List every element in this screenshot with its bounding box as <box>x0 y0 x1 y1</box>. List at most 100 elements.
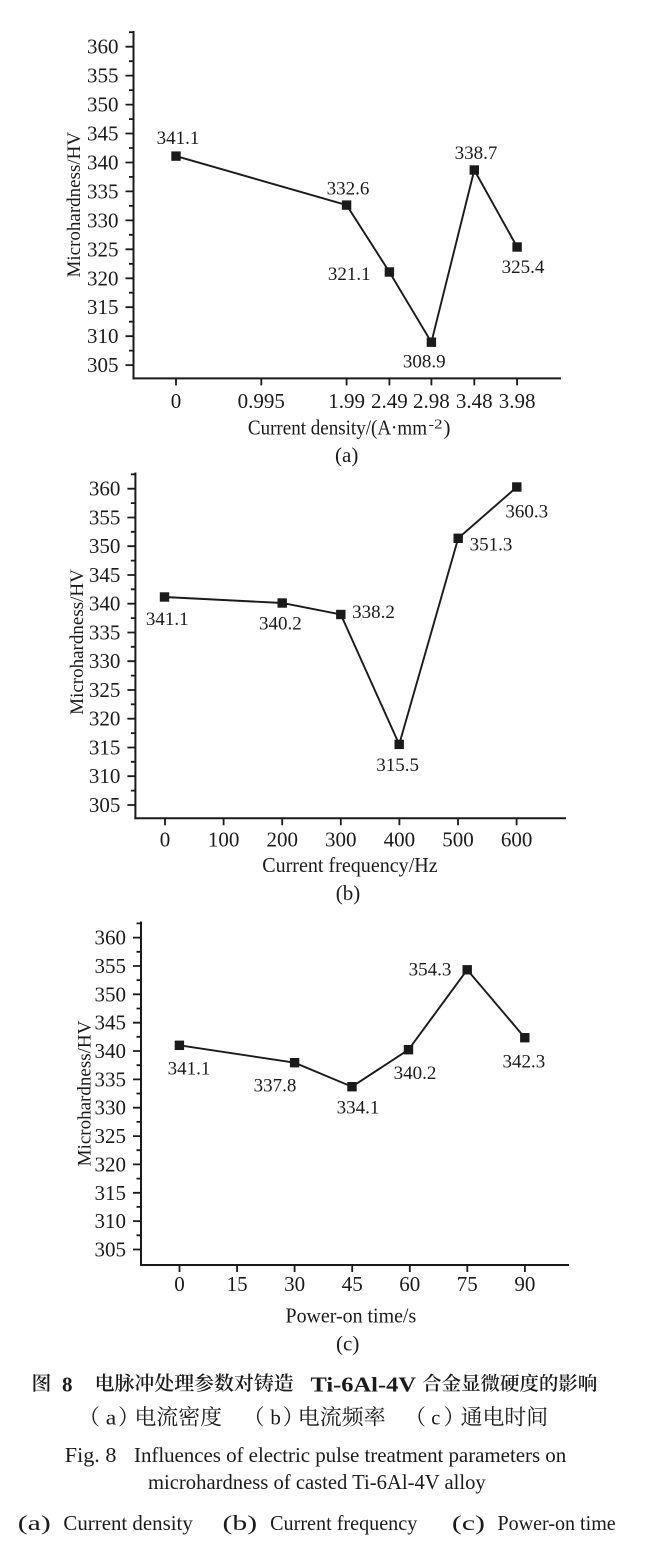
svg-text:360: 360 <box>95 926 127 950</box>
svg-text:2.98: 2.98 <box>413 389 450 413</box>
svg-text:341.1: 341.1 <box>168 1059 211 1080</box>
svg-text:305: 305 <box>87 353 119 377</box>
svg-text:600: 600 <box>501 828 533 852</box>
svg-text:350: 350 <box>95 982 127 1006</box>
svg-text:75: 75 <box>457 1272 478 1296</box>
svg-text:(a): (a) <box>335 443 358 467</box>
svg-text:(b): (b) <box>336 881 361 905</box>
svg-text:351.3: 351.3 <box>470 535 513 556</box>
svg-text:300: 300 <box>325 828 357 852</box>
svg-text:330: 330 <box>87 208 119 232</box>
svg-text:350: 350 <box>89 534 121 558</box>
svg-text:310: 310 <box>89 764 121 788</box>
svg-text:Influences of electric pulse t: Influences of electric pulse treatment p… <box>134 1443 567 1467</box>
svg-text:Current frequency/Hz: Current frequency/Hz <box>262 853 438 877</box>
svg-text:0: 0 <box>171 389 182 413</box>
svg-text:335: 335 <box>95 1067 127 1091</box>
svg-text:330: 330 <box>89 649 121 673</box>
svg-text:340: 340 <box>89 592 121 616</box>
svg-text:200: 200 <box>266 828 298 852</box>
svg-text:360.3: 360.3 <box>505 502 548 523</box>
svg-text:315.5: 315.5 <box>376 755 419 776</box>
svg-text:321.1: 321.1 <box>328 264 371 285</box>
svg-text:0: 0 <box>174 1272 185 1296</box>
svg-text:Current density: Current density <box>63 1511 193 1535</box>
svg-text:320: 320 <box>87 266 119 290</box>
svg-text:342.3: 342.3 <box>503 1052 546 1073</box>
svg-text:325: 325 <box>89 678 121 702</box>
svg-text:Ti-6Al-4V: Ti-6Al-4V <box>311 1373 417 1397</box>
svg-text:338.2: 338.2 <box>352 602 395 623</box>
svg-text:325: 325 <box>95 1124 127 1148</box>
svg-text:335: 335 <box>87 179 119 203</box>
svg-text:3.48: 3.48 <box>456 389 493 413</box>
svg-text:335: 335 <box>89 621 121 645</box>
svg-text:355: 355 <box>87 64 119 88</box>
svg-text:360: 360 <box>89 477 121 501</box>
svg-text:a: a <box>106 1406 117 1430</box>
svg-text:15: 15 <box>227 1272 248 1296</box>
svg-text:340: 340 <box>95 1039 127 1063</box>
svg-text:345: 345 <box>95 1011 127 1035</box>
svg-text:345: 345 <box>87 122 119 146</box>
svg-text:305: 305 <box>89 793 121 817</box>
svg-text:354.3: 354.3 <box>409 960 452 981</box>
svg-text:305: 305 <box>95 1238 127 1262</box>
svg-text:b: b <box>270 1406 281 1430</box>
svg-text:2.49: 2.49 <box>371 389 408 413</box>
svg-text:Current density/(A·mm: Current density/(A·mm <box>248 415 427 439</box>
svg-text:1.99: 1.99 <box>328 389 365 413</box>
svg-text:90: 90 <box>514 1272 535 1296</box>
svg-text:320: 320 <box>95 1152 127 1176</box>
svg-text:325.4: 325.4 <box>502 257 545 278</box>
svg-text:Microhardness/HV: Microhardness/HV <box>67 569 88 715</box>
svg-text:8: 8 <box>62 1373 73 1397</box>
svg-text:0: 0 <box>160 828 171 852</box>
svg-text:Current frequency: Current frequency <box>270 1511 418 1535</box>
svg-text:315: 315 <box>95 1181 127 1205</box>
svg-text:330: 330 <box>95 1096 127 1120</box>
svg-text:350: 350 <box>87 93 119 117</box>
svg-text:310: 310 <box>95 1209 127 1233</box>
svg-text:(a): (a) <box>18 1511 51 1535</box>
svg-text:310: 310 <box>87 324 119 348</box>
svg-text:60: 60 <box>399 1272 420 1296</box>
svg-text:360: 360 <box>87 35 119 59</box>
svg-text:341.1: 341.1 <box>157 128 200 149</box>
svg-text:338.7: 338.7 <box>455 143 498 164</box>
svg-text:340.2: 340.2 <box>259 614 302 635</box>
svg-text:microhardness of casted Ti-6Al: microhardness of casted Ti-6Al-4V alloy <box>148 1470 486 1494</box>
svg-text:308.9: 308.9 <box>403 352 446 373</box>
svg-text:337.8: 337.8 <box>254 1076 297 1097</box>
svg-text:355: 355 <box>95 954 127 978</box>
svg-text:(c): (c) <box>452 1511 485 1535</box>
svg-text:Power-on time/s: Power-on time/s <box>286 1304 417 1328</box>
svg-text:315: 315 <box>89 736 121 760</box>
svg-text:Fig. 8: Fig. 8 <box>65 1443 117 1467</box>
svg-text:Power-on time: Power-on time <box>498 1511 616 1535</box>
svg-text:0.995: 0.995 <box>238 389 285 413</box>
svg-text:45: 45 <box>342 1272 363 1296</box>
svg-text:355: 355 <box>89 506 121 530</box>
svg-text:Microhardness/HV: Microhardness/HV <box>75 1020 96 1166</box>
svg-text:Microhardness/HV: Microhardness/HV <box>64 132 85 278</box>
svg-text:340.2: 340.2 <box>394 1063 437 1084</box>
svg-text:315: 315 <box>87 295 119 319</box>
svg-text:334.1: 334.1 <box>337 1098 380 1119</box>
svg-text:c: c <box>431 1406 440 1430</box>
svg-text:320: 320 <box>89 707 121 731</box>
svg-text:30: 30 <box>284 1272 305 1296</box>
svg-text:): ) <box>444 415 451 439</box>
svg-text:332.6: 332.6 <box>327 179 370 200</box>
svg-text:325: 325 <box>87 237 119 261</box>
svg-text:3.98: 3.98 <box>499 389 536 413</box>
svg-text:100: 100 <box>208 828 240 852</box>
svg-text:(b): (b) <box>223 1511 258 1535</box>
svg-text:340: 340 <box>87 151 119 175</box>
svg-text:341.1: 341.1 <box>146 609 189 630</box>
svg-text:-2: -2 <box>429 417 443 432</box>
svg-text:(c): (c) <box>336 1332 359 1356</box>
svg-text:500: 500 <box>442 828 474 852</box>
svg-text:400: 400 <box>384 828 416 852</box>
svg-text:345: 345 <box>89 563 121 587</box>
